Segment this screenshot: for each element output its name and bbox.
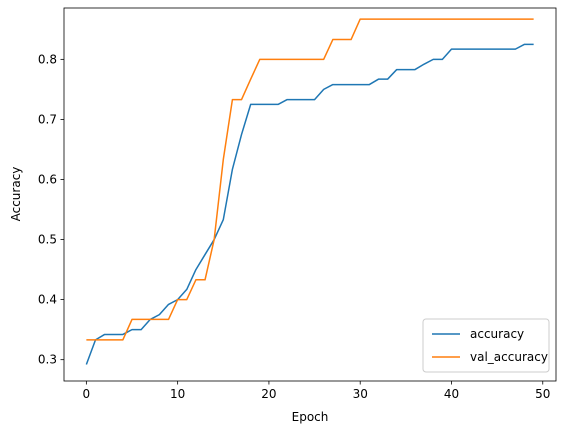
plot-frame	[63, 7, 557, 382]
x-tick-label: 10	[170, 387, 185, 401]
legend-label-accuracy: accuracy	[470, 327, 524, 341]
y-tick-label: 0.8	[38, 52, 57, 66]
y-tick-label: 0.7	[38, 112, 57, 126]
x-axis-label: Epoch	[292, 410, 329, 424]
legend: accuracy val_accuracy	[422, 318, 550, 373]
y-tick-label: 0.5	[38, 233, 57, 247]
series-line-accuracy	[85, 43, 534, 365]
series-line-val-accuracy	[86, 18, 534, 341]
ticks-layer: 0 10 20 30 40 50 0.3 0.4 0.5 0.6 0.7 0.8	[38, 52, 550, 401]
legend-label-val-accuracy: val_accuracy	[470, 350, 548, 364]
x-tick-label: 20	[261, 387, 276, 401]
y-tick-label: 0.4	[38, 293, 57, 307]
y-axis-label: Accuracy	[9, 167, 23, 222]
x-tick-label: 0	[83, 387, 91, 401]
y-tick-label: 0.6	[38, 172, 57, 186]
series-layer	[85, 18, 534, 365]
x-tick-label: 40	[444, 387, 459, 401]
x-tick-label: 30	[353, 387, 368, 401]
x-tick-label: 50	[535, 387, 550, 401]
y-tick-label: 0.3	[38, 353, 57, 367]
legend-box	[422, 318, 550, 373]
